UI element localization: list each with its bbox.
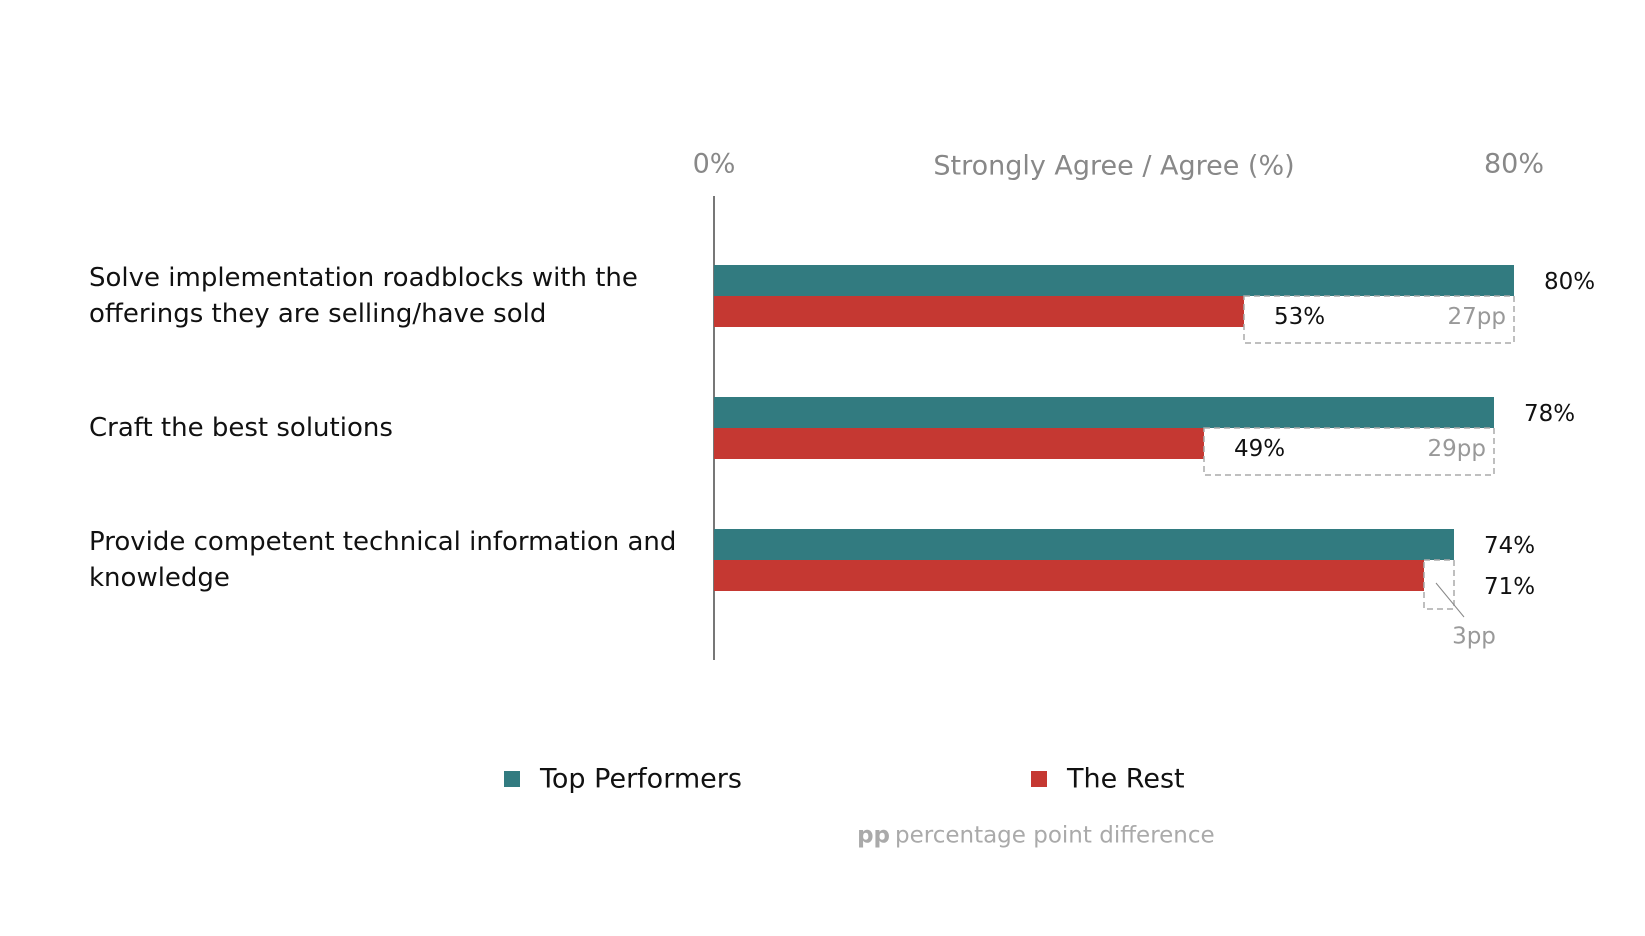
bar bbox=[714, 296, 1244, 327]
value-label: 53% bbox=[1274, 304, 1325, 330]
bar bbox=[714, 529, 1454, 560]
difference-box bbox=[1243, 295, 1515, 344]
difference-label: 3pp bbox=[1452, 624, 1496, 650]
difference-label: 27pp bbox=[1448, 304, 1506, 330]
bar bbox=[714, 428, 1204, 459]
x-tick-label: 80% bbox=[1484, 149, 1544, 180]
category-label: Craft the best solutions bbox=[89, 413, 393, 443]
legend-swatch bbox=[1031, 771, 1047, 787]
footnote-abbr: pp bbox=[857, 823, 890, 849]
bar bbox=[714, 265, 1514, 296]
category-label: Solve implementation roadblocks with the… bbox=[89, 263, 638, 329]
legend-label: Top Performers bbox=[539, 764, 742, 795]
bar bbox=[714, 397, 1494, 428]
difference-box bbox=[1423, 559, 1455, 610]
value-label: 49% bbox=[1234, 436, 1285, 462]
value-label: 78% bbox=[1524, 401, 1575, 427]
axis-title: Strongly Agree / Agree (%) bbox=[933, 151, 1294, 182]
difference-label: 29pp bbox=[1428, 436, 1486, 462]
value-label: 71% bbox=[1484, 574, 1535, 600]
difference-box bbox=[1203, 427, 1495, 476]
leader-line bbox=[1435, 582, 1465, 618]
footnote-text: percentage point difference bbox=[895, 823, 1215, 849]
value-label: 80% bbox=[1544, 269, 1595, 295]
legend-swatch bbox=[504, 771, 520, 787]
x-tick-label: 0% bbox=[693, 149, 736, 180]
category-label: Provide competent technical information … bbox=[89, 527, 677, 593]
legend-label: The Rest bbox=[1066, 764, 1185, 795]
value-label: 74% bbox=[1484, 533, 1535, 559]
bar bbox=[714, 560, 1424, 591]
